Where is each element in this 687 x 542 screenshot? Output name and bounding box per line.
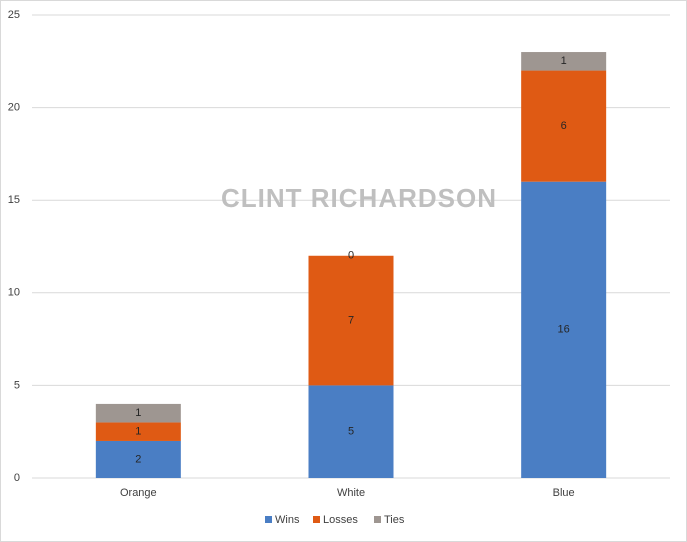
data-label: 2: [135, 453, 141, 465]
y-tick-label: 20: [8, 102, 20, 114]
y-tick-label: 10: [8, 287, 20, 299]
bar-segment: [95, 440, 181, 478]
legend-swatch: [374, 516, 381, 523]
legend-label: Losses: [323, 514, 358, 526]
data-label: 1: [561, 55, 567, 67]
bar-segment: [308, 255, 394, 386]
data-label: 1: [135, 407, 141, 419]
data-label: 1: [135, 426, 141, 438]
bar-segment: [521, 52, 607, 71]
x-tick-label: Orange: [120, 487, 157, 499]
y-tick-label: 0: [14, 472, 20, 484]
legend-swatch: [265, 516, 272, 523]
bar-segment: [308, 385, 394, 478]
y-tick-label: 5: [14, 379, 20, 391]
y-tick-label: 25: [8, 9, 20, 21]
bar-segment: [521, 70, 607, 182]
bar-segment: [521, 181, 607, 478]
bar-segment: [95, 403, 181, 423]
x-tick-label: White: [337, 487, 365, 499]
legend-swatch: [313, 516, 320, 523]
legend-label: Ties: [384, 514, 405, 526]
data-label: 0: [348, 250, 354, 262]
y-tick-label: 15: [8, 194, 20, 206]
legend-label: Wins: [275, 514, 300, 526]
watermark: CLINT RICHARDSON: [221, 183, 497, 213]
bar-segment: [95, 422, 181, 441]
data-label: 6: [561, 120, 567, 132]
data-label: 7: [348, 314, 354, 326]
x-tick-label: Blue: [553, 487, 575, 499]
data-label: 5: [348, 426, 354, 438]
data-label: 16: [558, 324, 570, 336]
